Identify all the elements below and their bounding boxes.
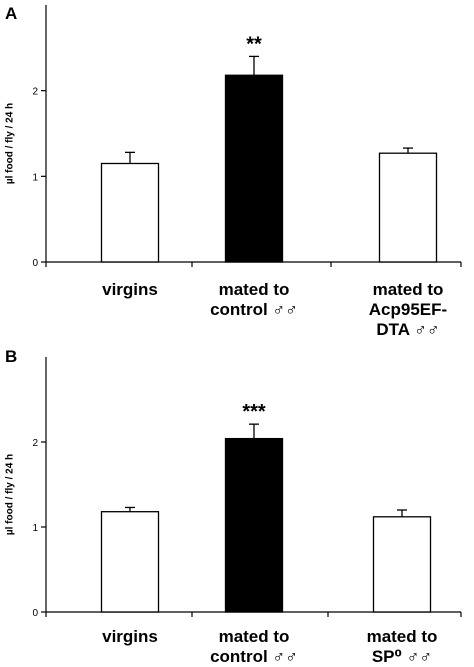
category-label: control ♂♂ bbox=[210, 647, 298, 666]
category-label: DTA ♂♂ bbox=[376, 320, 439, 339]
category-label: virgins bbox=[102, 280, 158, 299]
bar bbox=[372, 516, 432, 613]
significance-label: *** bbox=[242, 401, 266, 423]
panel-letter: A bbox=[5, 4, 17, 23]
category-label: mated to bbox=[373, 280, 444, 299]
bar bbox=[100, 162, 160, 263]
y-tick-label: 0 bbox=[32, 258, 38, 269]
y-axis-label: µl food / fly / 24 h bbox=[5, 103, 16, 184]
y-tick-label: 1 bbox=[32, 172, 38, 183]
category-label: virgins bbox=[102, 627, 158, 646]
panel-letter: B bbox=[5, 347, 17, 366]
y-tick-label: 2 bbox=[32, 87, 38, 98]
bar bbox=[100, 511, 160, 613]
category-label: mated to bbox=[219, 627, 290, 646]
category-label: mated to bbox=[367, 627, 438, 646]
bar bbox=[224, 437, 284, 613]
category-label: Acp95EF- bbox=[369, 300, 447, 319]
category-label: SP⁰ ♂♂ bbox=[372, 647, 432, 666]
category-label: control ♂♂ bbox=[210, 300, 298, 319]
y-tick-label: 2 bbox=[32, 438, 38, 449]
y-axis-label: µl food / fly / 24 h bbox=[5, 454, 16, 535]
significance-label: ** bbox=[246, 33, 262, 55]
y-tick-label: 0 bbox=[32, 608, 38, 619]
bar bbox=[224, 74, 284, 263]
category-label: mated to bbox=[219, 280, 290, 299]
bar bbox=[378, 152, 438, 263]
y-tick-label: 1 bbox=[32, 523, 38, 534]
